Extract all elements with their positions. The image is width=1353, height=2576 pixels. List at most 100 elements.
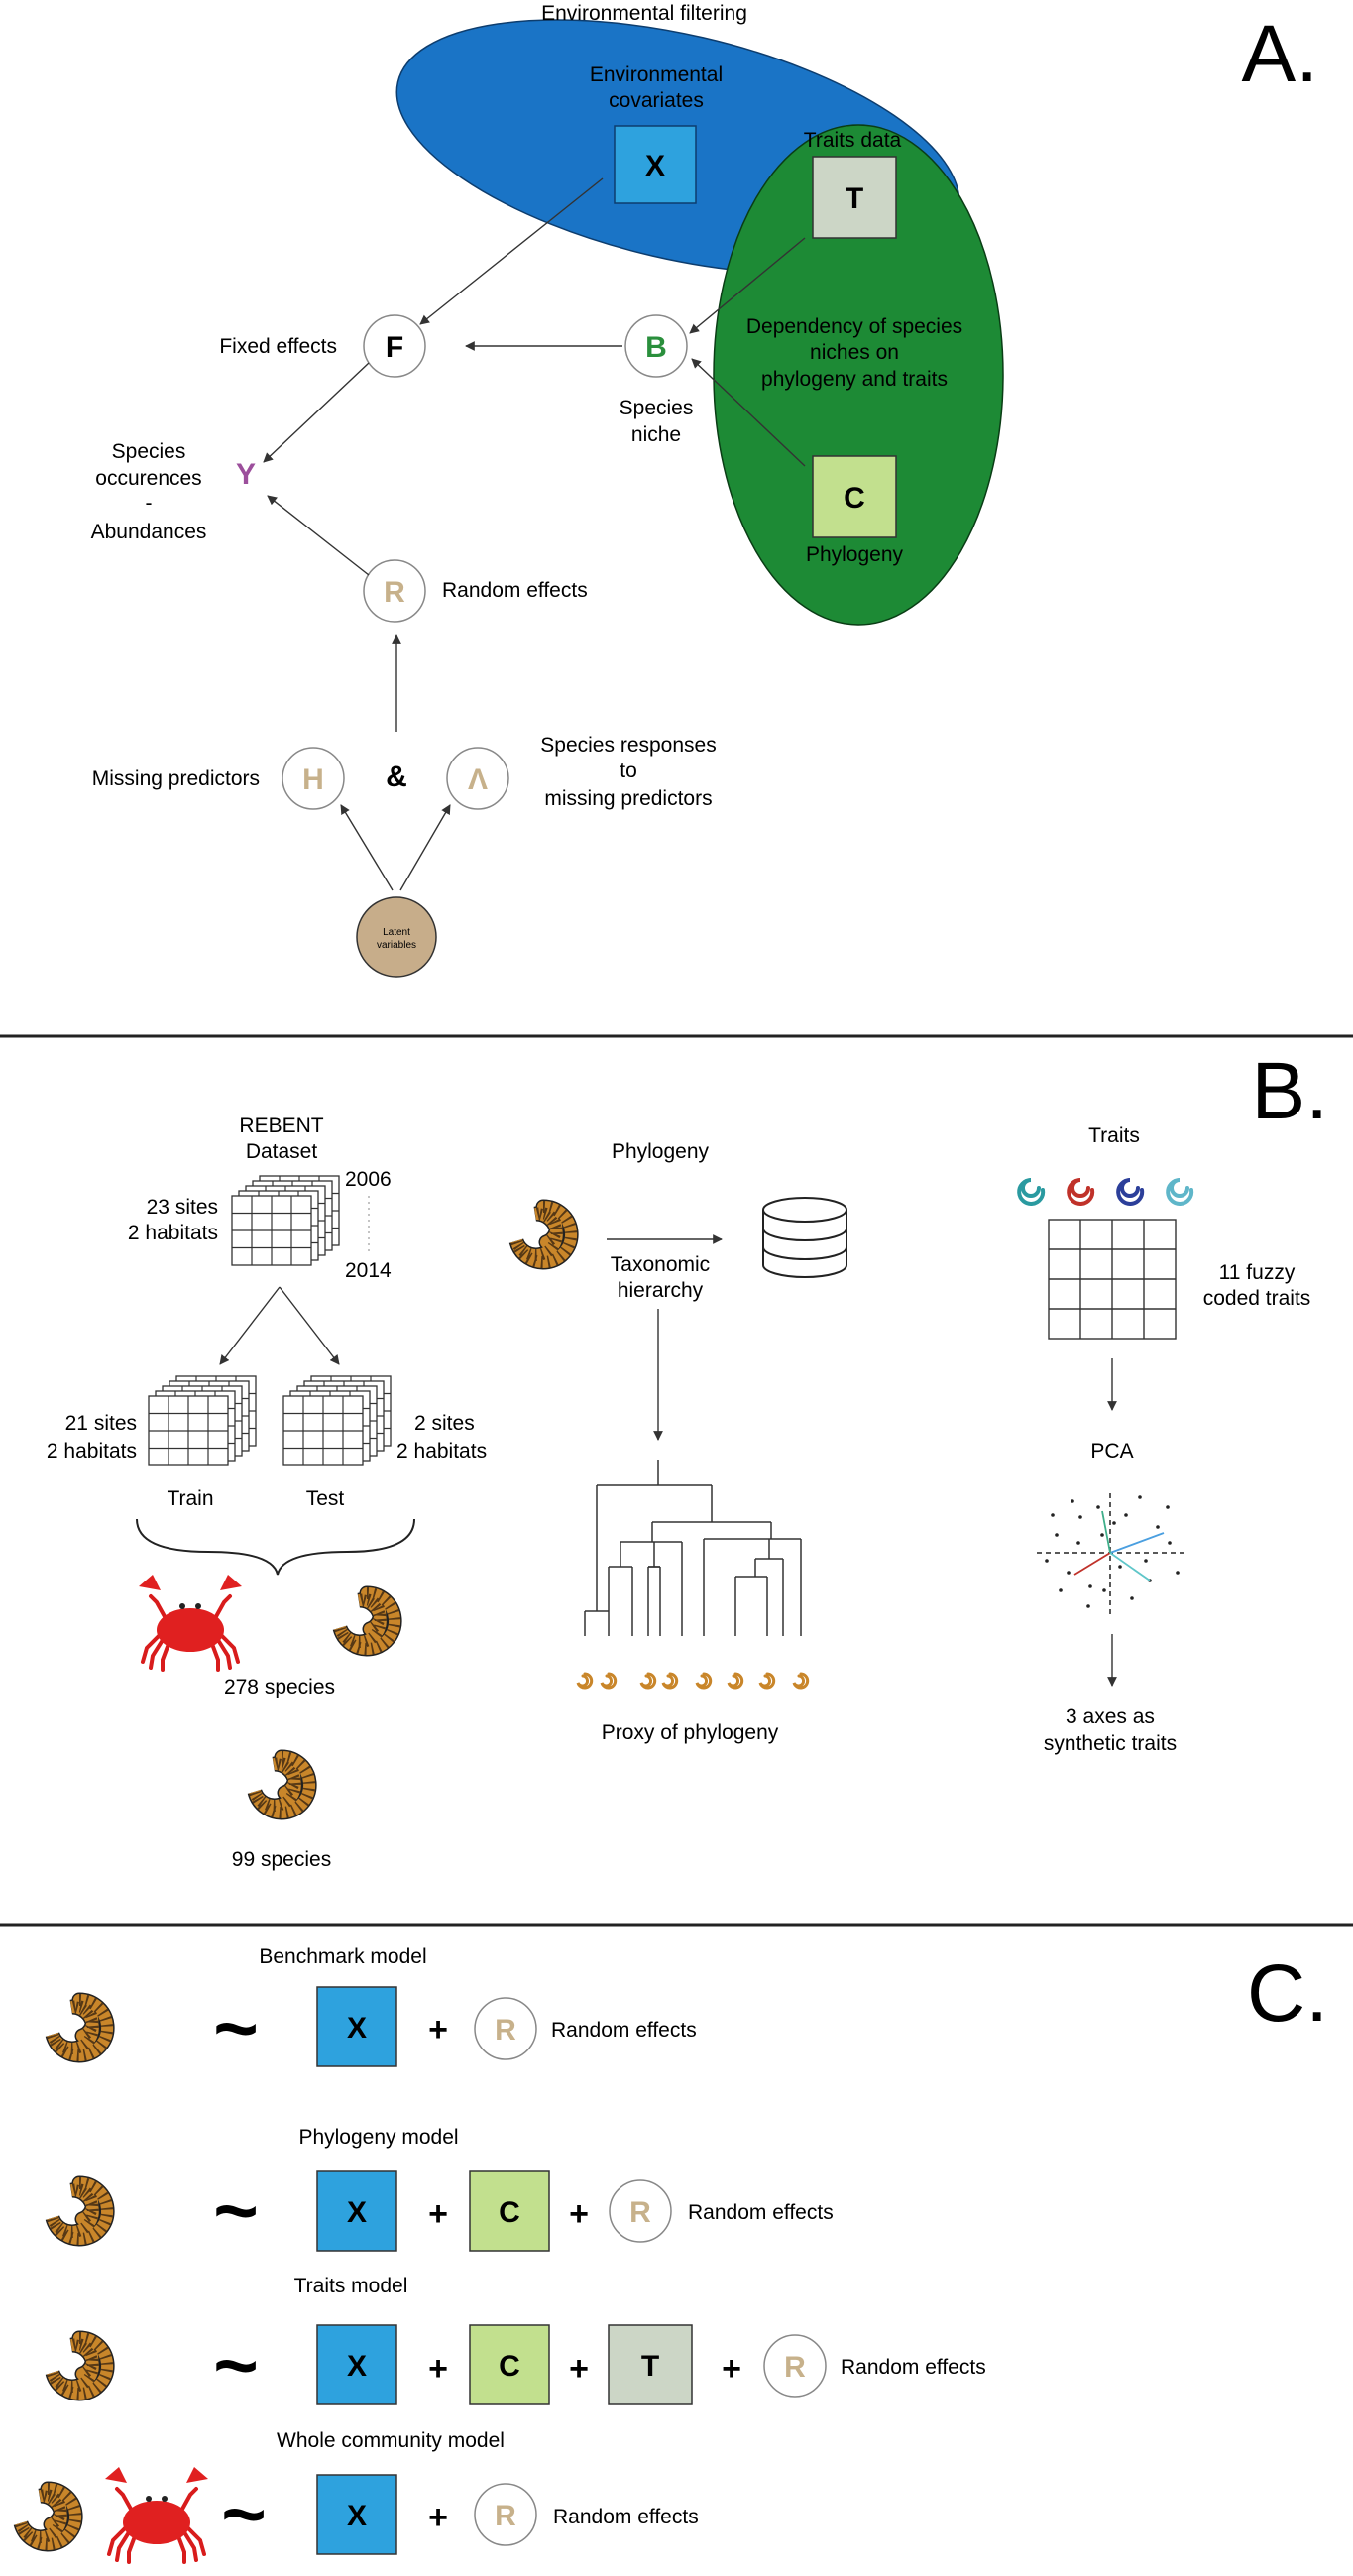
c-box bbox=[469, 2324, 550, 2405]
fixed-effects-label: Fixed effects bbox=[219, 335, 337, 358]
random-effects-label-a: Random effects bbox=[442, 579, 588, 602]
sites-train-label-2: 2 habitats bbox=[47, 1440, 137, 1463]
database-icon bbox=[762, 1197, 847, 1278]
panel-b: B. REBENT Dataset 2006 2014 23 sites 2 h… bbox=[47, 1046, 1328, 1871]
species-niche-label-2: niche bbox=[631, 423, 681, 446]
phylogeny-label-a: Phylogeny bbox=[806, 543, 904, 566]
random-effects-label: Random effects bbox=[553, 2506, 699, 2528]
x-symbol: X bbox=[347, 2350, 367, 2383]
taxonomic-label-1: Taxonomic bbox=[611, 1253, 710, 1276]
occurrence-label-3: - bbox=[146, 492, 153, 515]
responses-label-3: missing predictors bbox=[544, 787, 712, 810]
x-box bbox=[316, 2324, 397, 2405]
plus-sign: + bbox=[428, 2011, 448, 2049]
h-node bbox=[282, 747, 345, 810]
sites-test-label-1: 2 sites bbox=[414, 1412, 475, 1435]
occurrence-label-2: occurences bbox=[95, 467, 201, 490]
phylogeny-model-row: Phylogeny model ~ X + C + R Random effec… bbox=[53, 2126, 834, 2254]
dependency-label-1: Dependency of species bbox=[746, 315, 962, 338]
c-box bbox=[812, 455, 897, 538]
test-label: Test bbox=[306, 1487, 345, 1510]
niche-dependency-ellipse bbox=[713, 124, 1004, 626]
sites-test-label-2: 2 habitats bbox=[396, 1440, 487, 1463]
x-symbol: X bbox=[645, 150, 665, 182]
tilde: ~ bbox=[221, 2470, 267, 2557]
r-node bbox=[474, 2483, 537, 2546]
panel-letter-a: A. bbox=[1242, 9, 1318, 99]
dependency-label-2: niches on bbox=[810, 341, 899, 364]
plus-sign: + bbox=[428, 2195, 448, 2233]
model-name: Traits model bbox=[294, 2275, 408, 2297]
latent-label-2: variables bbox=[377, 940, 416, 951]
r-symbol: R bbox=[784, 2351, 806, 2384]
model-name: Whole community model bbox=[277, 2429, 505, 2452]
dependency-label-3: phylogeny and traits bbox=[761, 368, 948, 391]
plus-sign: + bbox=[569, 2195, 589, 2233]
panel-a: A. Environmental filtering Environmental… bbox=[91, 2, 1318, 978]
dataset-cube bbox=[232, 1176, 339, 1265]
x-box bbox=[316, 1986, 397, 2067]
train-test-brace bbox=[136, 1518, 415, 1576]
plus-sign: + bbox=[428, 2499, 448, 2536]
t-symbol: T bbox=[846, 182, 863, 215]
pca-biplot bbox=[1037, 1493, 1185, 1618]
x-symbol: X bbox=[347, 2012, 367, 2045]
year-start-label: 2006 bbox=[345, 1168, 392, 1191]
test-cube bbox=[283, 1376, 391, 1465]
plus-sign: + bbox=[722, 2350, 741, 2388]
r-symbol: R bbox=[629, 2196, 651, 2229]
random-effects-label: Random effects bbox=[551, 2019, 697, 2042]
rebent-label-2: Dataset bbox=[246, 1140, 318, 1163]
r-node bbox=[609, 2179, 672, 2243]
species-niche-label-1: Species bbox=[620, 397, 694, 419]
worm-image-b1 bbox=[340, 1593, 395, 1649]
x-box bbox=[614, 125, 697, 204]
lambda-symbol: Λ bbox=[468, 763, 488, 796]
train-label: Train bbox=[167, 1487, 213, 1510]
crab-image-b bbox=[137, 1573, 244, 1672]
panel-a-arrows bbox=[263, 177, 806, 891]
worm-image-b2 bbox=[255, 1757, 309, 1813]
f-node bbox=[363, 314, 426, 378]
responses-label-2: to bbox=[620, 760, 637, 782]
c-symbol: C bbox=[844, 482, 865, 515]
plus-sign: + bbox=[569, 2350, 589, 2388]
r-node bbox=[474, 1997, 537, 2060]
proxy-phylogeny-label: Proxy of phylogeny bbox=[602, 1721, 779, 1744]
c-box bbox=[469, 2170, 550, 2252]
phylogeny-label-b: Phylogeny bbox=[612, 1140, 710, 1163]
panel-letter-b: B. bbox=[1252, 1046, 1328, 1136]
worm-icon bbox=[53, 2000, 107, 2055]
pca-label: PCA bbox=[1090, 1440, 1133, 1463]
r-symbol: R bbox=[495, 2500, 516, 2532]
rebent-label-1: REBENT bbox=[239, 1114, 323, 1137]
crab-icon bbox=[103, 2465, 210, 2564]
env-covariates-label-1: Environmental bbox=[590, 63, 723, 86]
tilde: ~ bbox=[213, 2166, 259, 2254]
t-symbol: T bbox=[641, 2350, 659, 2383]
panel-letter-c: C. bbox=[1247, 1948, 1328, 2039]
species-99-label: 99 species bbox=[232, 1848, 331, 1871]
tree-tip-worms bbox=[576, 1672, 810, 1690]
env-covariates-label-2: covariates bbox=[609, 89, 704, 112]
lambda-node bbox=[446, 747, 509, 810]
traits-table bbox=[1048, 1219, 1177, 1340]
r-node-a bbox=[363, 559, 426, 623]
fuzzy-label-1: 11 fuzzy bbox=[1219, 1261, 1296, 1284]
worm-icon bbox=[53, 2338, 107, 2394]
r-node bbox=[763, 2334, 827, 2398]
axes-label-1: 3 axes as bbox=[1066, 1705, 1155, 1728]
x-box bbox=[316, 2170, 397, 2252]
phylogenetic-tree bbox=[584, 1460, 802, 1636]
b-node bbox=[624, 314, 688, 378]
random-effects-label: Random effects bbox=[841, 2356, 986, 2379]
latent-label-1: Latent bbox=[383, 927, 410, 938]
ampersand: & bbox=[386, 761, 407, 793]
trait-spiral-icons bbox=[1017, 1178, 1194, 1206]
sites-all-label-2: 2 habitats bbox=[128, 1222, 218, 1244]
fuzzy-label-2: coded traits bbox=[1203, 1287, 1311, 1310]
r-symbol: R bbox=[495, 2014, 516, 2047]
x-box bbox=[316, 2474, 397, 2555]
worm-image-b3 bbox=[516, 1207, 571, 1262]
